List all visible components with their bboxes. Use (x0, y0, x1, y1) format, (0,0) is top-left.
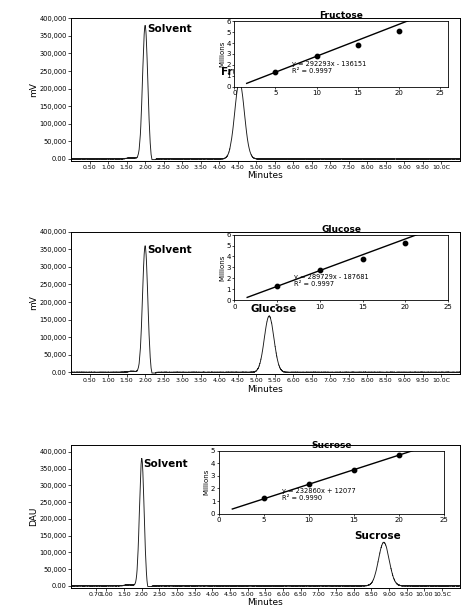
X-axis label: Minutes: Minutes (247, 384, 283, 394)
Y-axis label: mV: mV (29, 296, 38, 310)
Text: Fructose: Fructose (221, 67, 272, 76)
Text: Sucrose: Sucrose (354, 531, 401, 541)
Y-axis label: DAU: DAU (29, 507, 38, 526)
Text: Solvent: Solvent (144, 459, 188, 469)
X-axis label: Minutes: Minutes (247, 598, 283, 607)
Text: Solvent: Solvent (147, 245, 191, 255)
X-axis label: Minutes: Minutes (247, 171, 283, 180)
Y-axis label: mV: mV (29, 82, 38, 97)
Text: Solvent: Solvent (147, 24, 191, 34)
Text: Glucose: Glucose (251, 304, 297, 314)
